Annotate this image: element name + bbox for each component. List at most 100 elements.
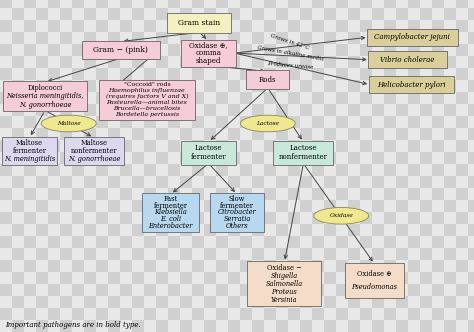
Bar bbox=[240, 32, 252, 44]
Bar bbox=[132, 8, 144, 20]
Bar bbox=[60, 20, 72, 32]
Bar bbox=[180, 212, 192, 224]
Bar bbox=[336, 188, 348, 200]
Bar bbox=[336, 308, 348, 320]
Bar bbox=[300, 260, 312, 272]
Bar bbox=[348, 32, 360, 44]
Bar bbox=[252, 320, 264, 332]
Bar bbox=[288, 32, 300, 44]
Text: N. gonorrhoeae: N. gonorrhoeae bbox=[68, 155, 120, 163]
Bar bbox=[168, 236, 180, 248]
Bar bbox=[324, 224, 336, 236]
Bar bbox=[60, 272, 72, 284]
Bar bbox=[348, 200, 360, 212]
Bar bbox=[0, 152, 12, 164]
Bar bbox=[456, 284, 468, 296]
Bar bbox=[300, 272, 312, 284]
Bar bbox=[24, 224, 36, 236]
Bar bbox=[96, 320, 108, 332]
Bar bbox=[408, 296, 420, 308]
Bar bbox=[240, 224, 252, 236]
Bar bbox=[408, 140, 420, 152]
Bar bbox=[384, 308, 396, 320]
Bar bbox=[24, 320, 36, 332]
Bar bbox=[228, 284, 240, 296]
Bar bbox=[264, 92, 276, 104]
Bar bbox=[72, 20, 84, 32]
Bar bbox=[96, 152, 108, 164]
Bar bbox=[420, 248, 432, 260]
Bar bbox=[36, 104, 48, 116]
Bar bbox=[120, 0, 132, 8]
Bar bbox=[132, 104, 144, 116]
Bar bbox=[192, 188, 204, 200]
Bar bbox=[324, 200, 336, 212]
Bar bbox=[84, 188, 96, 200]
Bar bbox=[336, 260, 348, 272]
Bar bbox=[312, 188, 324, 200]
Bar bbox=[96, 248, 108, 260]
Bar bbox=[72, 68, 84, 80]
Bar bbox=[204, 68, 216, 80]
Bar bbox=[240, 248, 252, 260]
Bar bbox=[132, 92, 144, 104]
Bar bbox=[384, 164, 396, 176]
Bar bbox=[0, 116, 12, 128]
Bar bbox=[420, 320, 432, 332]
Bar bbox=[72, 116, 84, 128]
Bar bbox=[144, 152, 156, 164]
Bar bbox=[60, 104, 72, 116]
Bar bbox=[240, 116, 252, 128]
Bar bbox=[420, 104, 432, 116]
Bar bbox=[300, 116, 312, 128]
Bar bbox=[12, 260, 24, 272]
Bar bbox=[120, 92, 132, 104]
Text: shaped: shaped bbox=[196, 57, 221, 65]
Bar bbox=[132, 296, 144, 308]
Bar bbox=[72, 260, 84, 272]
Text: Maltose: Maltose bbox=[57, 121, 81, 126]
Bar bbox=[192, 296, 204, 308]
Bar bbox=[372, 260, 384, 272]
Text: fermenter: fermenter bbox=[220, 202, 254, 209]
Bar bbox=[324, 80, 336, 92]
Bar bbox=[168, 224, 180, 236]
Bar bbox=[156, 212, 168, 224]
Bar bbox=[108, 128, 120, 140]
Bar bbox=[192, 284, 204, 296]
Bar bbox=[420, 272, 432, 284]
Bar bbox=[252, 140, 264, 152]
Bar bbox=[468, 8, 474, 20]
Bar bbox=[264, 152, 276, 164]
Bar bbox=[300, 44, 312, 56]
Bar bbox=[84, 224, 96, 236]
Bar bbox=[300, 8, 312, 20]
Bar bbox=[72, 188, 84, 200]
Bar bbox=[120, 152, 132, 164]
Bar bbox=[360, 224, 372, 236]
Text: Gram − (pink): Gram − (pink) bbox=[93, 46, 148, 54]
Bar bbox=[432, 44, 444, 56]
Text: Others: Others bbox=[226, 222, 248, 230]
Bar bbox=[264, 308, 276, 320]
Bar bbox=[264, 248, 276, 260]
Bar bbox=[192, 0, 204, 8]
Bar bbox=[84, 80, 96, 92]
Bar bbox=[396, 236, 408, 248]
Bar bbox=[408, 284, 420, 296]
Bar bbox=[468, 32, 474, 44]
Bar bbox=[132, 320, 144, 332]
Bar bbox=[132, 68, 144, 80]
Bar bbox=[204, 212, 216, 224]
Bar bbox=[444, 212, 456, 224]
Bar bbox=[444, 92, 456, 104]
Bar bbox=[24, 296, 36, 308]
FancyBboxPatch shape bbox=[2, 137, 57, 165]
Bar bbox=[120, 272, 132, 284]
Bar bbox=[372, 116, 384, 128]
Bar bbox=[396, 8, 408, 20]
Bar bbox=[336, 92, 348, 104]
Bar bbox=[300, 320, 312, 332]
Text: Pasteurella—animal bites: Pasteurella—animal bites bbox=[107, 100, 187, 105]
Bar bbox=[348, 20, 360, 32]
